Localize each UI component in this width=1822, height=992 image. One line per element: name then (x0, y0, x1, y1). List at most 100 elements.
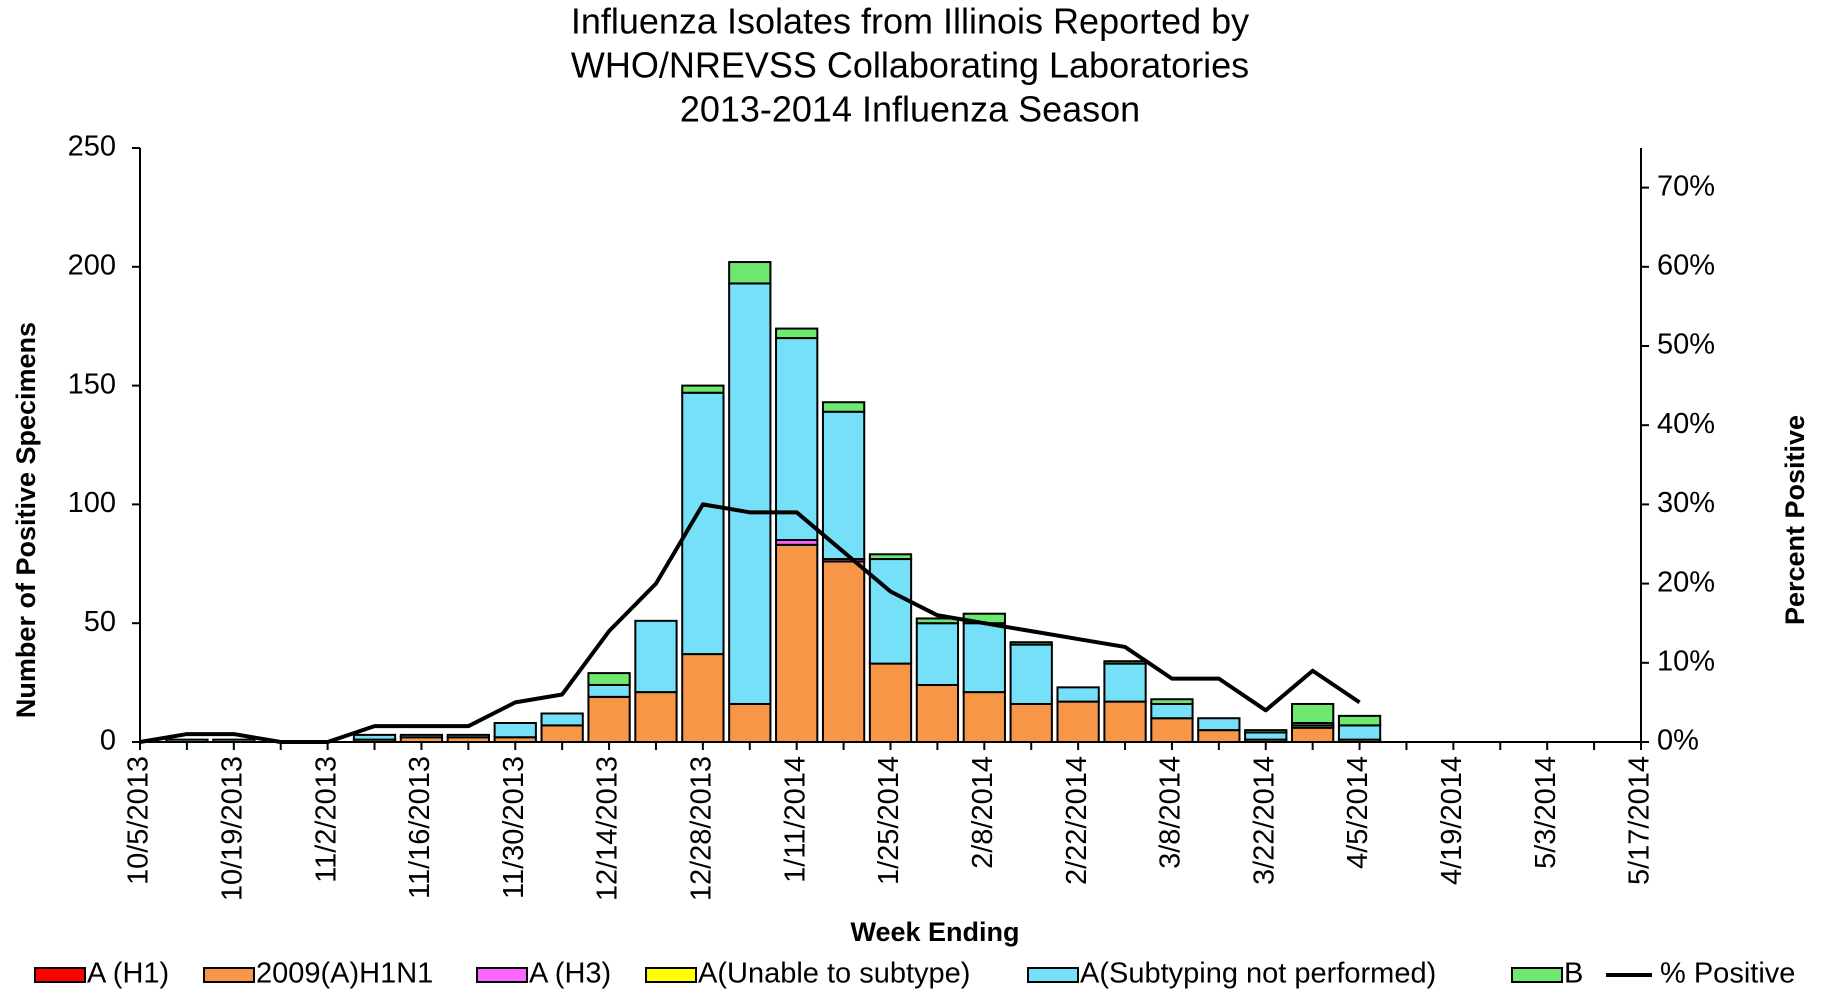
bar-segment (1009, 643, 1053, 705)
bar-segment (775, 327, 819, 340)
y2-tick-label: 70% (1657, 170, 1715, 202)
chart-title: WHO/NREVSS Collaborating Laboratories (571, 45, 1249, 86)
y-axis-label: Number of Positive Specimens (11, 322, 41, 718)
bar-segment (1197, 729, 1241, 743)
x-tick-label: 2/8/2014 (967, 756, 999, 869)
legend-label: A(Subtyping not performed) (1080, 958, 1436, 990)
legend-marker (645, 967, 697, 983)
bar-segment (821, 410, 866, 561)
bar-segment (728, 261, 772, 285)
x-tick-label: 4/19/2014 (1436, 756, 1468, 885)
x-tick-label: 2/22/2014 (1061, 756, 1093, 885)
bar-segment (915, 617, 960, 625)
y2-tick-label: 50% (1657, 329, 1715, 361)
bar-segment (446, 733, 490, 739)
bar-segment (1291, 702, 1335, 724)
y2-tick-label: 0% (1657, 725, 1699, 757)
legend-marker (34, 967, 86, 983)
bar-segment (868, 662, 913, 743)
bar-segment (1291, 726, 1335, 744)
bar-segment (1103, 662, 1147, 703)
y-tick-label: 150 (68, 368, 116, 400)
bar-segment (1337, 724, 1382, 741)
y-tick-label: 100 (68, 487, 116, 519)
bar-segment (540, 712, 584, 727)
legend-label: % Positive (1660, 958, 1795, 990)
legend-label: A(Unable to subtype) (698, 958, 970, 990)
bar-segment (868, 553, 913, 561)
legend-marker (476, 967, 528, 983)
bar-segment (634, 619, 678, 694)
x-tick-label: 5/3/2014 (1530, 756, 1562, 869)
legend-marker (203, 967, 255, 983)
x-tick-label: 3/22/2014 (1248, 756, 1280, 885)
legend-label: B (1564, 958, 1583, 990)
bar-segment (915, 683, 960, 744)
x-tick-label: 1/11/2014 (779, 756, 811, 883)
y2-tick-label: 10% (1657, 645, 1715, 677)
bar-segment (1103, 660, 1147, 665)
x-tick-label: 11/30/2013 (498, 756, 530, 899)
legend-marker (1027, 967, 1079, 983)
bar-segment (868, 558, 913, 665)
bar-segment (775, 337, 819, 542)
bar-segment (962, 691, 1006, 744)
bar-segment (1103, 700, 1147, 743)
x-tick-label: 5/17/2014 (1624, 756, 1656, 885)
y-tick-label: 0 (100, 725, 116, 757)
bar-segment (821, 560, 866, 744)
bar-segment (1197, 717, 1241, 732)
bar-segment (1056, 686, 1100, 703)
x-tick-label: 12/28/2013 (686, 756, 718, 901)
bar-segment (587, 695, 631, 744)
x-tick-label: 4/5/2014 (1342, 756, 1374, 869)
y2-tick-label: 20% (1657, 566, 1715, 598)
bar-segment (1337, 714, 1382, 727)
y2-tick-label: 40% (1657, 408, 1715, 440)
percent-line (139, 502, 1361, 744)
legend-label: A (H1) (87, 958, 169, 990)
bar-segment (681, 653, 725, 744)
bar-segment (352, 733, 397, 741)
bar-segment (821, 401, 866, 413)
bar-segment (962, 622, 1006, 694)
bar-segment (915, 622, 960, 686)
bar-segment (587, 672, 631, 686)
y-tick-label: 50 (84, 606, 116, 638)
x-axis-label: Week Ending (850, 917, 1019, 947)
chart-title: Influenza Isolates from Illinois Reporte… (571, 1, 1249, 42)
bar-segment (540, 724, 584, 743)
bar-segment (1244, 729, 1288, 734)
y2-axis-label: Percent Positive (1780, 415, 1810, 625)
bar-segment (728, 282, 772, 705)
y2-tick-label: 60% (1657, 249, 1715, 281)
bar-segment (1150, 698, 1194, 705)
x-tick-label: 12/14/2013 (592, 756, 624, 901)
bar-segment (493, 721, 537, 739)
bar-segment (681, 384, 725, 394)
x-tick-label: 11/2/2013 (310, 756, 342, 883)
bar-segment (775, 543, 819, 743)
bar-segment (587, 683, 631, 698)
x-tick-label: 11/16/2013 (404, 756, 436, 899)
legend-label: A (H3) (529, 958, 611, 990)
legend-label: 2009(A)H1N1 (256, 958, 433, 990)
bar-segment (1150, 702, 1194, 720)
x-tick-label: 10/5/2013 (123, 756, 155, 885)
y-tick-label: 200 (68, 249, 116, 281)
x-tick-label: 10/19/2013 (216, 756, 248, 901)
x-tick-label: 3/8/2014 (1155, 756, 1187, 869)
bar-segment (634, 691, 678, 744)
bar-segment (399, 733, 444, 739)
bar-segment (728, 702, 772, 744)
bar-segment (1244, 731, 1288, 741)
y2-tick-label: 30% (1657, 487, 1715, 519)
x-tick-label: 1/25/2014 (873, 756, 905, 885)
bar-segment (681, 391, 725, 656)
y-tick-label: 250 (68, 131, 116, 163)
bar-segment (1009, 702, 1053, 744)
bar-segment (1009, 641, 1053, 646)
bar-segment (1150, 717, 1194, 743)
chart-title: 2013-2014 Influenza Season (680, 89, 1140, 130)
